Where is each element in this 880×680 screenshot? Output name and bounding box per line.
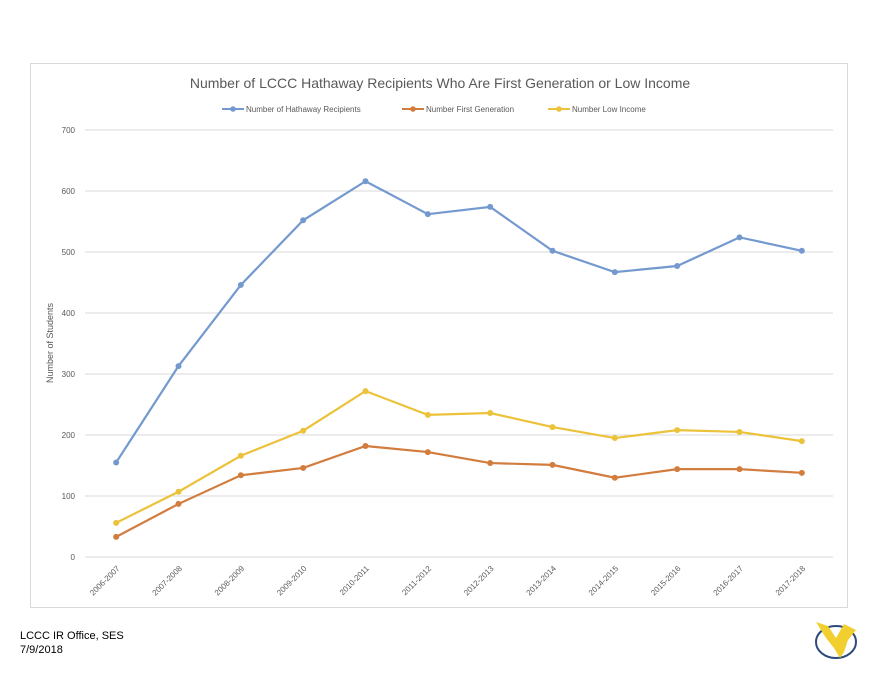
legend-marker <box>230 106 236 112</box>
legend-marker <box>410 106 416 112</box>
legend-label: Number First Generation <box>426 105 514 114</box>
y-axis-label: Number of Students <box>45 302 55 383</box>
data-point <box>300 464 307 471</box>
data-point <box>424 211 431 218</box>
data-point <box>237 281 244 288</box>
x-tick-label: 2011-2012 <box>400 564 433 597</box>
data-point <box>362 442 369 449</box>
data-point <box>549 461 556 468</box>
x-tick-label: 2017-2018 <box>774 564 808 598</box>
x-tick-label: 2008-2009 <box>213 564 247 598</box>
line-chart: Number of LCCC Hathaway Recipients Who A… <box>45 75 833 598</box>
footer-office: LCCC IR Office, SES <box>20 630 124 642</box>
y-tick-label: 600 <box>62 187 76 196</box>
data-point <box>736 466 743 473</box>
y-tick-label: 100 <box>62 492 76 501</box>
data-point <box>175 363 182 370</box>
data-point <box>674 466 681 473</box>
data-point <box>798 469 805 476</box>
y-tick-label: 500 <box>62 248 76 257</box>
data-point <box>113 533 120 540</box>
data-point <box>424 411 431 418</box>
x-tick-label: 2015-2016 <box>649 564 683 598</box>
data-point <box>736 428 743 435</box>
data-point <box>113 459 120 466</box>
data-point <box>362 388 369 395</box>
chart-container <box>30 63 848 608</box>
data-point <box>487 460 494 467</box>
data-point <box>736 234 743 241</box>
data-point <box>549 247 556 254</box>
x-tick-label: 2006-2007 <box>88 564 122 598</box>
data-point <box>611 435 618 442</box>
x-tick-label: 2012-2013 <box>462 564 496 598</box>
data-point <box>487 410 494 417</box>
data-point <box>798 247 805 254</box>
series-line <box>115 444 802 538</box>
y-tick-label: 0 <box>71 553 76 562</box>
data-point <box>611 269 618 276</box>
data-point <box>674 427 681 434</box>
data-point <box>362 178 369 185</box>
data-point <box>175 500 182 507</box>
data-point <box>237 472 244 479</box>
data-point <box>549 424 556 431</box>
x-tick-label: 2010-2011 <box>338 564 371 597</box>
series-line <box>115 179 803 464</box>
footer-date: 7/9/2018 <box>20 644 63 656</box>
y-tick-label: 400 <box>62 309 76 318</box>
legend-label: Number Low Income <box>572 105 646 114</box>
y-tick-label: 700 <box>62 126 76 135</box>
footer: LCCC IR Office, SES 7/9/2018 <box>20 629 124 657</box>
legend-label: Number of Hathaway Recipients <box>246 105 361 114</box>
y-tick-label: 200 <box>62 431 76 440</box>
data-point <box>611 474 618 481</box>
x-tick-label: 2009-2010 <box>275 564 309 598</box>
x-tick-label: 2016-2017 <box>711 564 745 598</box>
data-point <box>424 449 431 456</box>
chart-title: Number of LCCC Hathaway Recipients Who A… <box>190 75 691 91</box>
x-tick-label: 2014-2015 <box>587 564 621 598</box>
data-point <box>300 217 307 224</box>
y-tick-label: 300 <box>62 370 76 379</box>
x-tick-label: 2013-2014 <box>524 564 558 598</box>
data-point <box>300 427 307 434</box>
data-point <box>175 488 182 495</box>
eagle-logo-icon <box>815 622 857 659</box>
legend-marker <box>556 106 562 112</box>
data-point <box>798 438 805 445</box>
series-line <box>115 389 802 524</box>
data-point <box>487 203 494 210</box>
data-point <box>674 263 681 270</box>
data-point <box>237 452 244 459</box>
data-point <box>113 519 120 526</box>
x-tick-label: 2007-2008 <box>150 564 184 598</box>
